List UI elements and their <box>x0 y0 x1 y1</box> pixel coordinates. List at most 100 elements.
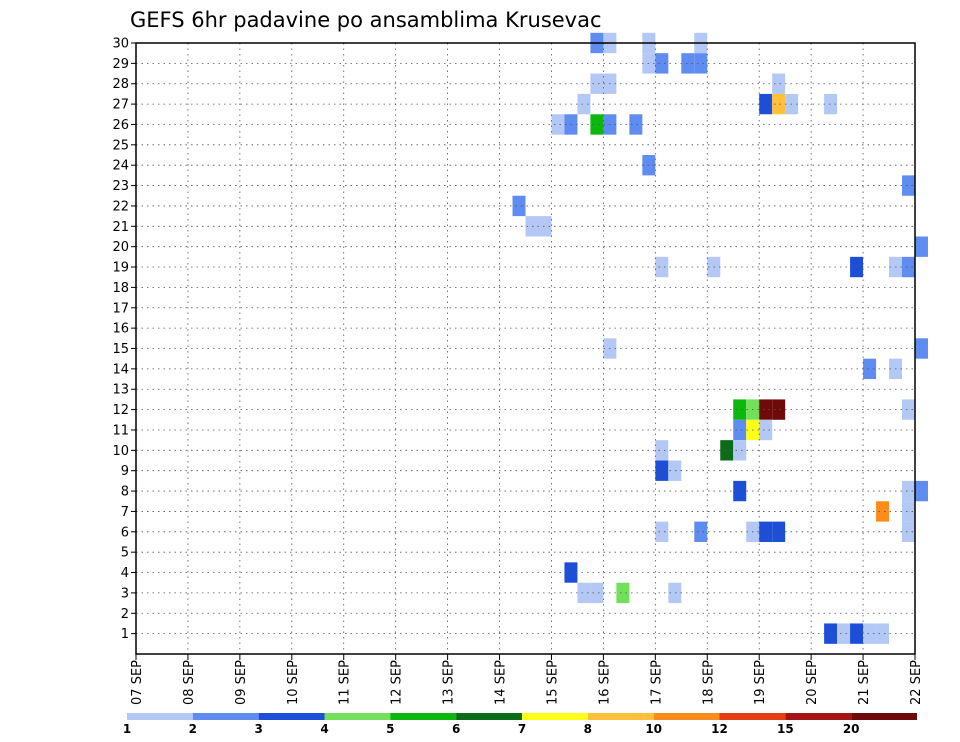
colorbar-segment <box>719 713 786 720</box>
x-tick-label: 17 SEP <box>649 660 664 705</box>
y-tick-label: 24 <box>112 159 129 174</box>
y-tick-label: 16 <box>112 322 129 337</box>
y-tick-label: 28 <box>112 77 129 92</box>
precip-cell <box>902 501 915 522</box>
precip-cell <box>616 582 630 604</box>
colorbar-label: 12 <box>711 722 728 736</box>
y-tick-label: 25 <box>112 138 129 153</box>
colorbar: 1 2 3 4 5 6 7 8 10 12 15 20 <box>123 713 917 736</box>
precip-cell <box>655 53 669 74</box>
precip-cell <box>902 521 915 542</box>
precip-cell <box>759 93 773 115</box>
y-tick-label: 15 <box>112 342 129 357</box>
x-tick-label: 16 SEP <box>597 660 612 705</box>
y-tick-label: 11 <box>112 423 129 438</box>
precip-cell <box>512 195 526 217</box>
x-tick-label: 08 SEP <box>182 660 197 705</box>
x-tick-label: 22 SEP <box>909 660 924 705</box>
precip-cell <box>577 93 591 115</box>
precip-cell <box>590 582 604 604</box>
chart-title: GEFS 6hr padavine po ansamblima Krusevac <box>130 8 602 32</box>
precip-cell <box>902 175 915 196</box>
y-tick-label: 14 <box>112 362 129 377</box>
y-tick-label: 8 <box>121 485 129 500</box>
precip-cell <box>863 623 877 644</box>
colorbar-segment <box>653 713 720 720</box>
x-axis-ticks: 07 SEP 08 SEP 09 SEP 10 SEP 11 SEP 12 SEP 13 S… <box>130 654 924 705</box>
y-tick-label: 26 <box>112 118 129 133</box>
x-tick-label: 20 SEP <box>805 660 820 705</box>
y-tick-label: 18 <box>112 281 129 296</box>
precip-cell <box>902 399 915 420</box>
precip-cell <box>655 256 669 278</box>
y-tick-label: 27 <box>112 98 129 113</box>
y-tick-label: 29 <box>112 57 129 72</box>
y-tick-label: 4 <box>121 566 129 581</box>
y-tick-label: 23 <box>112 179 129 194</box>
precip-cell <box>694 521 708 542</box>
colorbar-label: 5 <box>386 722 394 736</box>
colorbar-label: 7 <box>518 722 526 736</box>
x-tick-label: 13 SEP <box>442 660 457 705</box>
colorbar-label: 20 <box>843 722 860 736</box>
precip-cell <box>863 358 877 380</box>
y-tick-label: 19 <box>112 261 129 276</box>
precip-cell <box>759 521 773 542</box>
colorbar-segment <box>785 713 852 720</box>
colorbar-label: 4 <box>320 722 328 736</box>
y-axis-ticks: 1234567891011121314151617181920212223242… <box>112 37 136 642</box>
precip-cell <box>551 114 565 135</box>
precip-cell <box>772 521 786 542</box>
precip-cell <box>733 440 747 461</box>
y-tick-label: 3 <box>121 586 129 601</box>
y-tick-label: 6 <box>121 525 129 540</box>
y-tick-label: 9 <box>121 464 129 479</box>
precip-cell <box>720 440 734 461</box>
colorbar-label: 2 <box>189 722 197 736</box>
precip-cell <box>876 623 890 644</box>
x-tick-label: 10 SEP <box>286 660 301 705</box>
x-tick-label: 21 SEP <box>857 660 872 705</box>
precip-cell <box>668 460 682 481</box>
precip-cell <box>655 440 669 461</box>
x-tick-label: 14 SEP <box>494 660 509 705</box>
x-tick-label: 19 SEP <box>753 660 768 705</box>
colorbar-label: 8 <box>584 722 592 736</box>
precip-cell <box>759 419 773 441</box>
precip-cell <box>668 582 682 604</box>
precip-cell <box>902 480 915 502</box>
precip-cell <box>681 53 695 74</box>
precip-cell <box>902 256 915 278</box>
precip-cell <box>525 216 539 237</box>
precip-cell <box>772 399 786 420</box>
precip-cell <box>655 521 669 542</box>
precip-cell <box>655 460 669 481</box>
colorbar-label: 10 <box>645 722 662 736</box>
precip-cell <box>590 114 604 135</box>
colorbar-label: 3 <box>254 722 262 736</box>
colorbar-label: 6 <box>452 722 460 736</box>
y-tick-label: 7 <box>121 505 129 520</box>
y-tick-label: 5 <box>121 546 129 561</box>
colorbar-segment <box>258 713 325 720</box>
y-tick-label: 2 <box>121 607 129 622</box>
colorbar-segment <box>851 713 917 720</box>
precip-cell <box>772 93 786 115</box>
precip-cell <box>590 73 604 94</box>
precip-cell <box>733 480 747 502</box>
y-tick-label: 30 <box>112 37 129 52</box>
colorbar-segment <box>127 713 193 720</box>
y-tick-label: 21 <box>112 220 129 235</box>
y-tick-label: 17 <box>112 301 129 316</box>
precip-cell <box>629 114 643 135</box>
colorbar-segment <box>324 713 391 720</box>
precip-cell <box>915 236 928 257</box>
precip-cell <box>577 582 591 604</box>
precip-cell <box>824 93 838 115</box>
y-tick-label: 10 <box>112 444 129 459</box>
precip-cell <box>915 338 928 359</box>
precip-cell <box>538 216 552 237</box>
precip-cell <box>824 623 838 644</box>
y-tick-label: 22 <box>112 199 129 214</box>
precip-cell <box>837 623 851 644</box>
